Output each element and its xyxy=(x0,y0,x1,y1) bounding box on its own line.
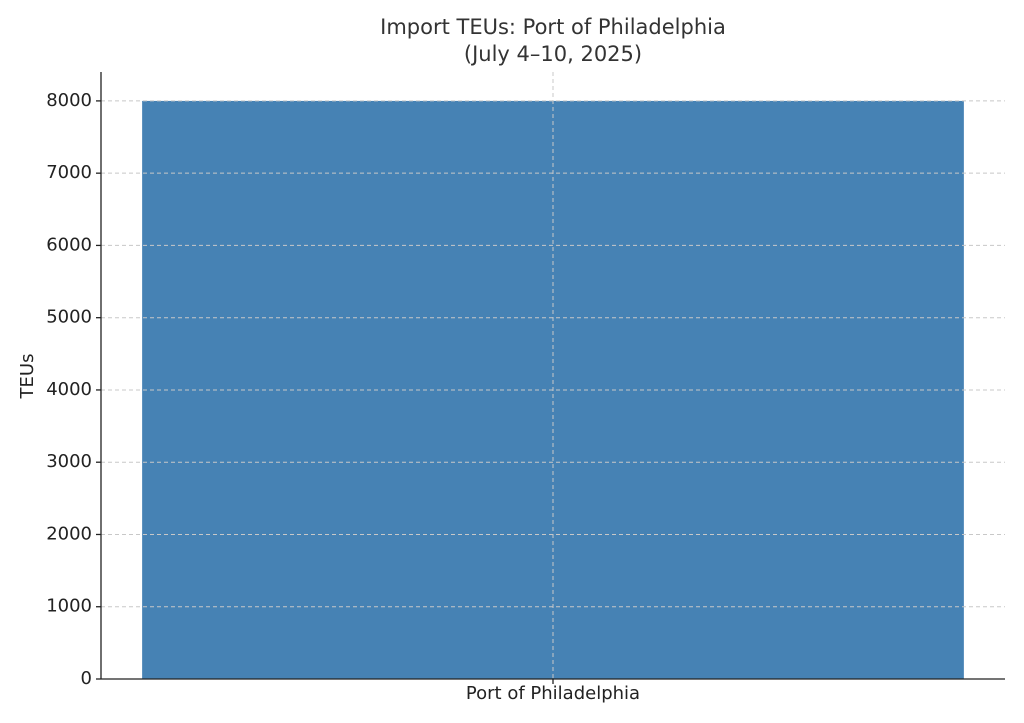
chart-subtitle: (July 4–10, 2025) xyxy=(464,42,642,66)
x-tick-label: Port of Philadelphia xyxy=(466,683,640,704)
y-tick-label: 0 xyxy=(81,668,92,689)
y-tick-label: 2000 xyxy=(46,523,92,544)
y-axis-label: TEUs xyxy=(17,354,38,400)
y-tick-label: 4000 xyxy=(46,379,92,400)
y-tick-label: 3000 xyxy=(46,451,92,472)
chart-title: Import TEUs: Port of Philadelphia xyxy=(380,15,726,39)
y-tick-label: 5000 xyxy=(46,307,92,328)
y-tick-label: 6000 xyxy=(46,234,92,255)
y-tick-label: 8000 xyxy=(46,90,92,111)
y-tick-label: 1000 xyxy=(46,596,92,617)
y-tick-label: 7000 xyxy=(46,162,92,183)
